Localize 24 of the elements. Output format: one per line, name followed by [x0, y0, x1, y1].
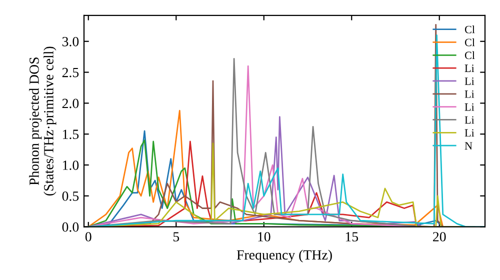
x-tick-label: 20	[433, 232, 446, 242]
x-tick-label: 5	[173, 232, 180, 242]
legend-label: Cl	[464, 51, 475, 60]
legend-label: Li	[464, 90, 474, 98]
legend-label: Li	[464, 129, 474, 137]
y-tick-label: 2.0	[62, 98, 79, 108]
y-tick-label: 1.5	[63, 130, 79, 140]
y-axis-title: Phonon projected DOS (States/THz·primitive cell)	[29, 46, 56, 196]
y-tick-label: 2.5	[62, 68, 79, 78]
legend-label: N	[464, 142, 472, 150]
legend-label: Li	[464, 64, 474, 72]
y-tick-label: 3.0	[62, 36, 79, 46]
legend-label: Li	[464, 116, 474, 124]
legend-label: Cl	[464, 38, 475, 46]
x-tick-label: 10	[258, 232, 270, 242]
y-tick-label: 0.5	[62, 191, 79, 201]
y-tick-label: 0.0	[62, 222, 79, 232]
y-tick-label: 1.0	[63, 160, 79, 170]
legend-label: Li	[464, 78, 474, 85]
legend-label: Cl	[464, 25, 475, 34]
x-axis-title: Frequency (THz)	[236, 250, 332, 262]
x-tick-label: 0	[85, 232, 92, 242]
legend-label: Li	[464, 103, 474, 111]
x-tick-label: 15	[346, 232, 358, 242]
